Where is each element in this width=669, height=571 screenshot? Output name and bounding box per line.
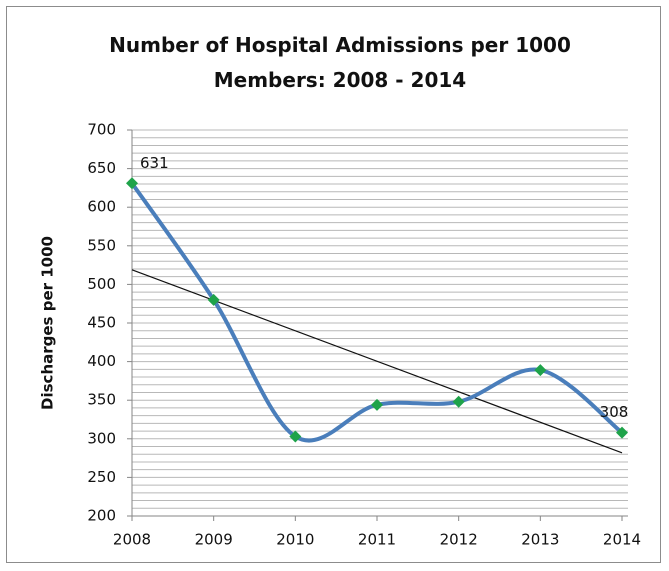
y-tick-label: 200 [87,507,116,525]
y-axis-label: Discharges per 1000 [39,236,57,410]
marker [371,398,383,411]
marker [534,364,547,377]
y-tick-label: 450 [87,314,116,332]
data-label: 631 [140,154,169,172]
marker [452,395,465,408]
y-tick-label: 400 [87,352,116,370]
chart-title: Number of Hospital Admissions per 1000 M… [109,33,571,92]
y-tick-label: 350 [87,391,116,409]
x-tick-label: 2014 [603,531,641,549]
x-tick-label: 2008 [113,531,151,549]
x-tick-label: 2012 [440,531,478,549]
y-tick-label: 300 [87,429,116,447]
x-tick-label: 2013 [521,531,559,549]
y-tick-label: 600 [87,198,116,216]
y-tick-label: 250 [87,468,116,486]
x-tick-label: 2010 [276,531,314,549]
chart-frame [6,6,661,563]
y-tick-label: 500 [87,275,116,293]
marker [616,426,628,439]
x-tick-label: 2011 [358,531,396,549]
y-tick-label: 650 [87,159,116,177]
y-tick-label: 700 [87,121,116,139]
marker [289,430,302,443]
y-tick-label: 550 [87,236,116,254]
data-label: 308 [600,403,629,421]
x-tick-label: 2009 [195,531,233,549]
marker [126,177,138,190]
marker [207,293,220,306]
